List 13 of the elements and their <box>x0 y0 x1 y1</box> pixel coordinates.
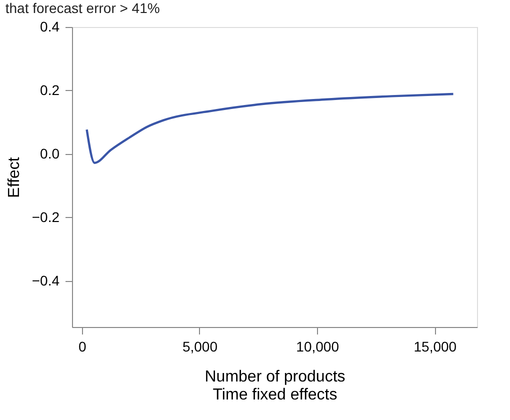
x-tick-label: 10,000 <box>296 338 340 354</box>
y-tick-label: 0.4 <box>40 18 60 34</box>
chart-title: that forecast error > 41% <box>5 0 160 16</box>
x-tick-label: 15,000 <box>414 338 457 354</box>
x-tick-label: 5,000 <box>182 338 218 354</box>
y-tick-label: −0.4 <box>32 272 60 288</box>
y-tick-label: −0.2 <box>32 208 60 225</box>
x-tick-label: 0 <box>78 338 86 354</box>
x-axis-title: Number of products Time fixed effects <box>204 368 346 404</box>
line-series <box>86 92 454 164</box>
y-tick-label: 0.2 <box>40 82 60 98</box>
y-tick-label: 0.0 <box>40 145 60 162</box>
y-axis-title: Effect <box>6 156 23 198</box>
